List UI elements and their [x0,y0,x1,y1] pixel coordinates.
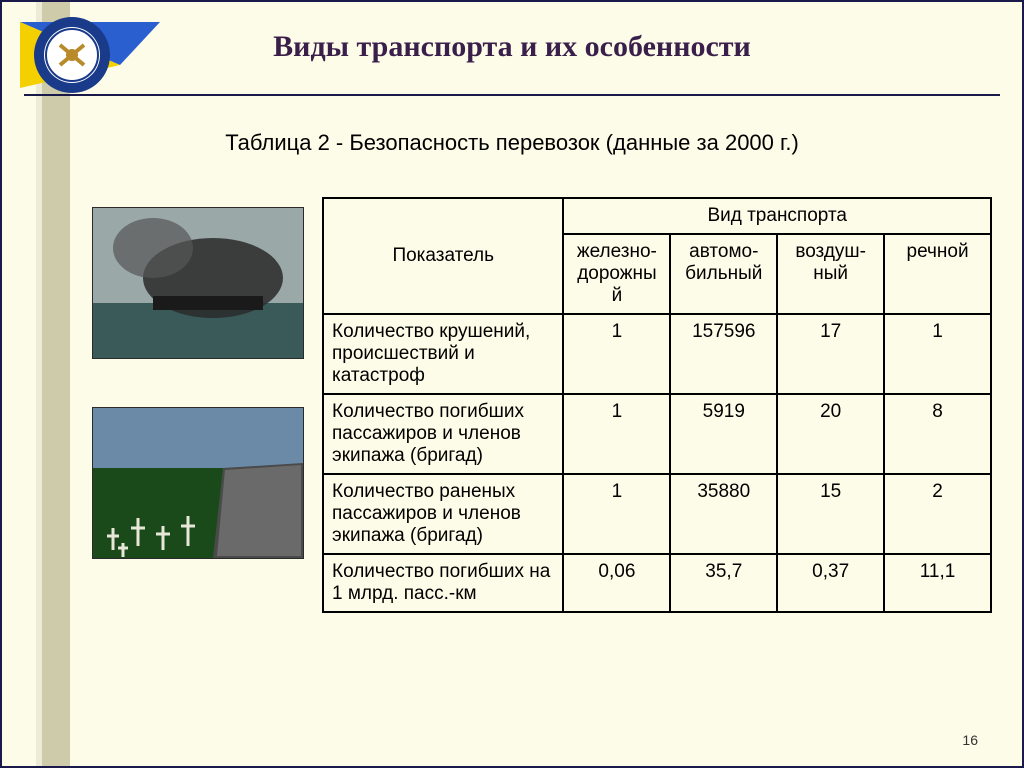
cell: 0,37 [777,554,884,612]
header-col-air: воздуш-ный [777,234,884,314]
cell: 5919 [670,394,777,474]
table-row: Количество крушений, происшествий и ката… [323,314,991,394]
cell: 15 [777,474,884,554]
row-label: Количество крушений, происшествий и ката… [323,314,563,394]
table-header-row: Показатель Вид транспорта [323,198,991,234]
cell: 17 [777,314,884,394]
cell: 11,1 [884,554,991,612]
cell: 1 [884,314,991,394]
illustration-roadside-crosses [92,407,304,559]
table-caption: Таблица 2 - Безопасность перевозок (данн… [2,130,1022,156]
cell: 35,7 [670,554,777,612]
row-label: Количество раненых пассажиров и членов э… [323,474,563,554]
table-row: Количество погибших пассажиров и членов … [323,394,991,474]
cell: 2 [884,474,991,554]
cell: 0,06 [563,554,670,612]
header-group: Вид транспорта [563,198,991,234]
table-row: Количество раненых пассажиров и членов э… [323,474,991,554]
header-col-river: речной [884,234,991,314]
header-col-rail: железно-дорожный [563,234,670,314]
cell: 8 [884,394,991,474]
header-col-auto: автомо-бильный [670,234,777,314]
illustration-ship-fire [92,207,304,359]
title-divider [24,94,1000,96]
cell: 157596 [670,314,777,394]
slide-title: Виды транспорта и их особенности [2,30,1022,64]
page-number: 16 [962,732,978,748]
cell: 1 [563,474,670,554]
cell: 1 [563,394,670,474]
table-row: Количество погибших на 1 млрд. пасс.-км … [323,554,991,612]
header-indicator: Показатель [323,198,563,314]
cell: 35880 [670,474,777,554]
decorative-vertical-bar [42,2,70,766]
cell: 20 [777,394,884,474]
cell: 1 [563,314,670,394]
data-table: Показатель Вид транспорта железно-дорожн… [322,197,992,613]
slide: Виды транспорта и их особенности Таблица… [0,0,1024,768]
row-label: Количество погибших на 1 млрд. пасс.-км [323,554,563,612]
row-label: Количество погибших пассажиров и членов … [323,394,563,474]
